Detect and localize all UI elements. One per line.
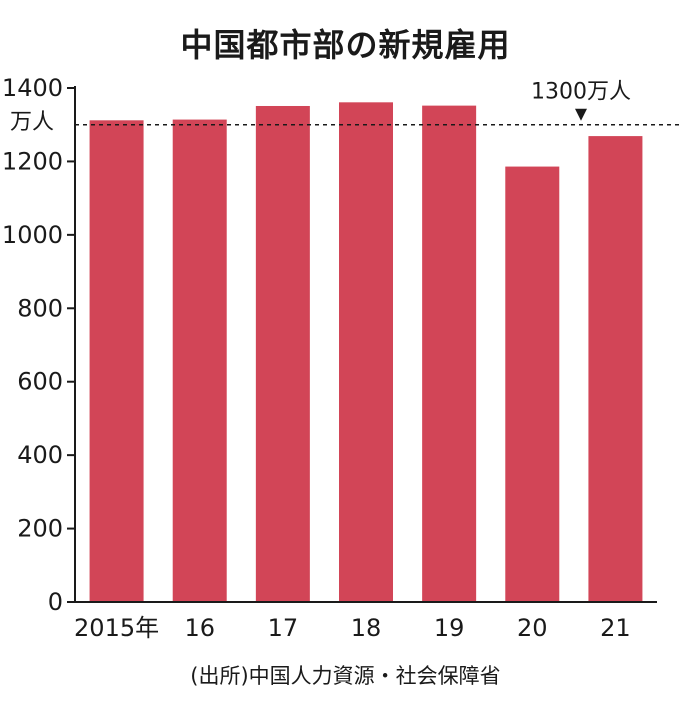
bar [172, 119, 227, 603]
x-tick-label: 20 [517, 614, 548, 642]
bar [255, 105, 310, 603]
bar [588, 136, 643, 603]
y-tick-label: 400 [17, 441, 63, 469]
y-tick-label: 800 [17, 294, 63, 322]
y-tick-label: 600 [17, 368, 63, 396]
chart-title: 中国都市部の新規雇用 [180, 26, 511, 64]
x-tick-label: 2015年 [74, 614, 159, 642]
x-tick-label: 16 [184, 614, 215, 642]
bar [339, 102, 393, 602]
x-tick-label: 19 [434, 614, 465, 642]
bar [422, 105, 477, 602]
x-tick-label: 18 [351, 614, 382, 642]
reference-line-label: 1300万人 [531, 80, 631, 105]
x-tick-label: 21 [600, 614, 631, 642]
y-tick-label: 1200 [2, 147, 63, 175]
y-tick-label: 1000 [2, 221, 63, 249]
y-tick-label: 200 [17, 515, 63, 543]
y-tick-label: 1400 [2, 74, 63, 102]
y-axis-unit: 万人 [10, 110, 55, 135]
x-tick-label: 17 [268, 614, 299, 642]
reference-arrow [575, 108, 587, 121]
source-note: (出所)中国人力資源・社会保障省 [190, 664, 501, 688]
y-tick-label: 0 [48, 588, 63, 616]
bar [89, 120, 144, 603]
bar [505, 166, 560, 602]
